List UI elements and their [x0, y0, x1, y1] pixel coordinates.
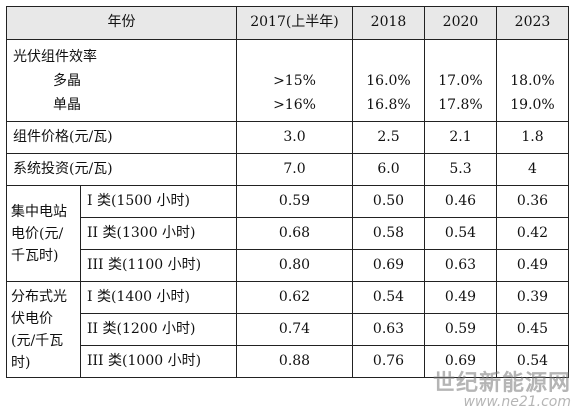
distributed-row-1: 分布式光伏电价(元/千瓦时) I 类(1400 小时) 0.62 0.54 0.…: [6, 281, 569, 378]
value-cell: 0.54: [352, 281, 425, 314]
value-cell: 4: [496, 153, 569, 186]
header-row: 年份 2017(上半年) 2018 2020 2023: [6, 6, 569, 40]
value-cell: 0.39: [496, 281, 569, 314]
centralized-class-1-label: I 类(1500 小时): [80, 185, 237, 218]
system-investment-row: 系统投资(元/瓦) 7.0 6.0 5.3 4: [6, 153, 569, 186]
value-cell: 0.59: [424, 313, 497, 346]
value-cell: 2.5: [352, 121, 425, 154]
distributed-class-3-label: III 类(1000 小时): [80, 345, 237, 378]
distributed-row-3: III 类(1000 小时) 0.88 0.76 0.69 0.54: [7, 345, 569, 378]
centralized-label: 集中电站电价(元/千瓦时): [6, 185, 81, 282]
efficiency-mono-label: 单晶: [53, 96, 81, 113]
header-year-2023: 2023: [496, 6, 569, 40]
value-cell: 7.0: [236, 153, 353, 186]
value-cell: 0.88: [236, 345, 353, 378]
header-year-2017h1: 2017(上半年): [236, 6, 353, 40]
value-cell: 0.62: [236, 281, 353, 314]
value-cell: 0.74: [236, 313, 353, 346]
value-cell: 0.54: [496, 345, 569, 378]
system-investment-label: 系统投资(元/瓦): [6, 153, 237, 186]
value-cell: 0.63: [424, 249, 497, 282]
value-cell: 6.0: [352, 153, 425, 186]
value-cell: 0.54: [424, 217, 497, 250]
value-cell: 17.0%: [438, 72, 483, 89]
distributed-class-1-label: I 类(1400 小时): [80, 281, 237, 314]
value-cell: 0.50: [352, 185, 425, 218]
efficiency-row: 光伏组件效率 多晶 单晶 >15% >16% 16.0% 16.8% 17.0%…: [6, 39, 569, 122]
efficiency-title: 光伏组件效率: [13, 48, 97, 65]
value-cell: 2.1: [424, 121, 497, 154]
value-cell: 0.49: [496, 249, 569, 282]
module-price-row: 组件价格(元/瓦) 3.0 2.5 2.1 1.8: [6, 121, 569, 154]
header-year-label: 年份: [6, 6, 237, 40]
centralized-row-3: III 类(1100 小时) 0.80 0.69 0.63 0.49: [7, 249, 569, 282]
value-cell: 0.76: [352, 345, 425, 378]
value-cell: 0.42: [496, 217, 569, 250]
value-cell: >15%: [273, 72, 316, 89]
centralized-class-2-label: II 类(1300 小时): [80, 217, 237, 250]
value-cell: 0.45: [496, 313, 569, 346]
pv-cost-table: 年份 2017(上半年) 2018 2020 2023 光伏组件效率 多晶 单晶…: [6, 6, 569, 378]
header-year-2018: 2018: [352, 6, 425, 40]
efficiency-values-2023: 18.0% 19.0%: [496, 39, 569, 122]
efficiency-values-2018: 16.0% 16.8%: [352, 39, 425, 122]
efficiency-values-2017h1: >15% >16%: [236, 39, 353, 122]
value-cell: 1.8: [496, 121, 569, 154]
value-cell: 0.69: [424, 345, 497, 378]
value-cell: 0.68: [236, 217, 353, 250]
value-cell: >16%: [273, 96, 316, 113]
centralized-row-2: II 类(1300 小时) 0.68 0.58 0.54 0.42: [7, 217, 569, 250]
centralized-class-3-label: III 类(1100 小时): [80, 249, 237, 282]
distributed-label: 分布式光伏电价(元/千瓦时): [6, 281, 81, 378]
value-cell: 16.8%: [366, 96, 411, 113]
value-cell: 5.3: [424, 153, 497, 186]
efficiency-label-cell: 光伏组件效率 多晶 单晶: [6, 39, 237, 122]
watermark-cn-text: 世纪新能源网: [432, 371, 571, 397]
value-cell: 0.36: [496, 185, 569, 218]
value-cell: 0.49: [424, 281, 497, 314]
value-cell: 17.8%: [438, 96, 483, 113]
value-cell: 0.80: [236, 249, 353, 282]
module-price-label: 组件价格(元/瓦): [6, 121, 237, 154]
value-cell: 3.0: [236, 121, 353, 154]
efficiency-poly-label: 多晶: [53, 72, 81, 89]
value-cell: 0.58: [352, 217, 425, 250]
distributed-row-2: II 类(1200 小时) 0.74 0.63 0.59 0.45: [7, 313, 569, 346]
site-watermark: 世纪新能源网 www.ne21.com: [433, 372, 571, 410]
value-cell: 16.0%: [366, 72, 411, 89]
centralized-row-1: 集中电站电价(元/千瓦时) I 类(1500 小时) 0.59 0.50 0.4…: [6, 185, 569, 282]
efficiency-values-2020: 17.0% 17.8%: [424, 39, 497, 122]
value-cell: 0.59: [236, 185, 353, 218]
distributed-class-2-label: II 类(1200 小时): [80, 313, 237, 346]
value-cell: 0.69: [352, 249, 425, 282]
value-cell: 0.46: [424, 185, 497, 218]
value-cell: 19.0%: [510, 96, 555, 113]
watermark-url-text: www.ne21.com: [463, 394, 571, 411]
value-cell: 0.63: [352, 313, 425, 346]
header-year-2020: 2020: [424, 6, 497, 40]
value-cell: 18.0%: [510, 72, 555, 89]
